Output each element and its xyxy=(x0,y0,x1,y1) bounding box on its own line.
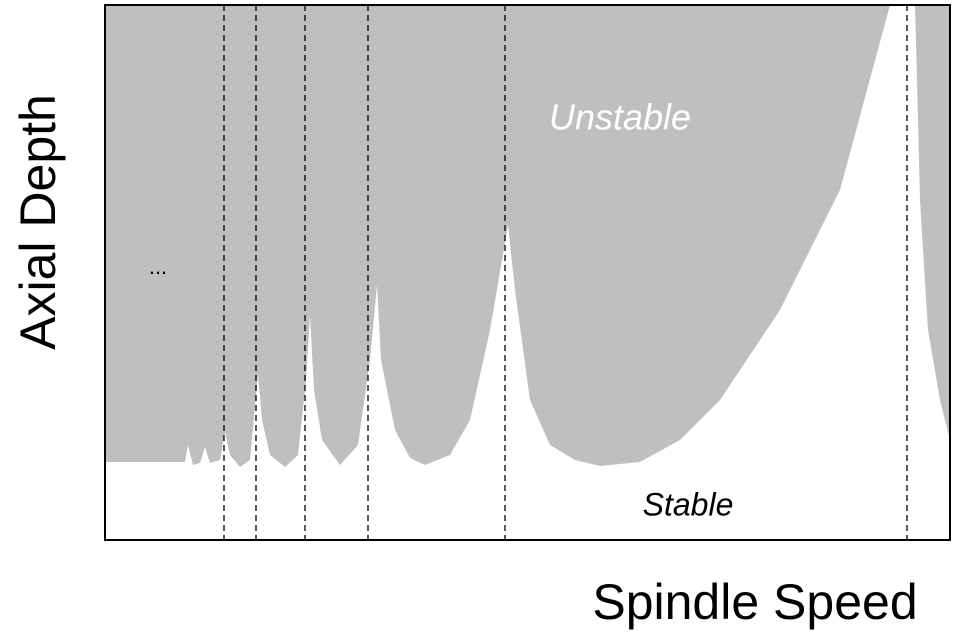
unstable-label: Unstable xyxy=(549,97,691,138)
lobe-markers xyxy=(223,5,908,540)
stable-label: Stable xyxy=(643,486,734,522)
unstable-region-right xyxy=(915,5,950,440)
ellipsis: ... xyxy=(149,254,167,279)
y-axis-label: Axial Depth xyxy=(10,94,66,350)
plot-frame xyxy=(104,4,951,541)
unstable-region xyxy=(105,5,890,467)
x-axis-label: Spindle Speed xyxy=(592,574,917,630)
